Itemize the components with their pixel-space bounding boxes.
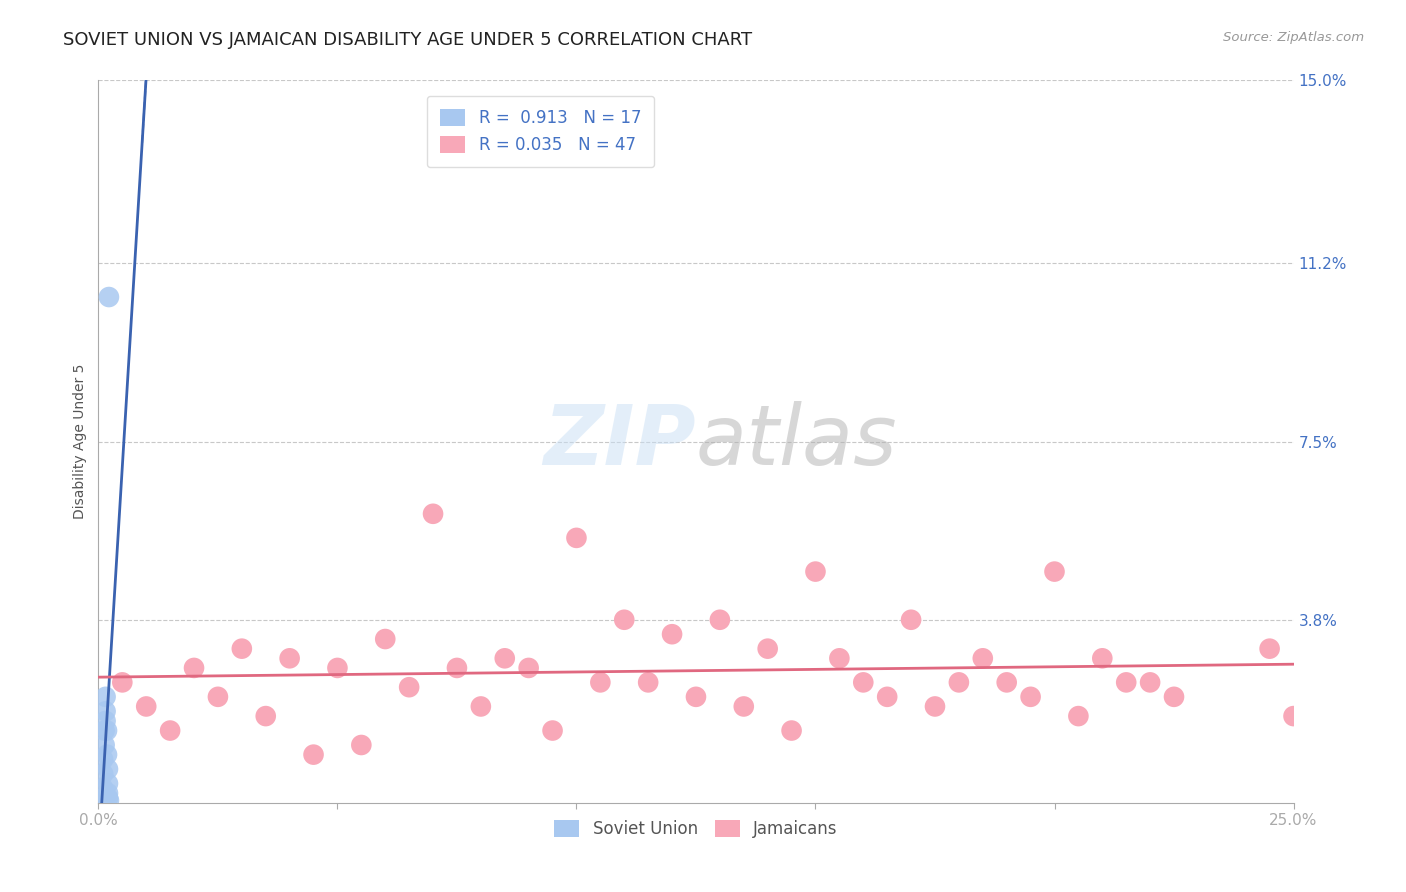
Point <box>709 613 731 627</box>
Point <box>97 776 120 790</box>
Point <box>91 781 114 796</box>
Point <box>91 767 114 781</box>
Point <box>1043 565 1066 579</box>
Point <box>876 690 898 704</box>
Point <box>91 791 114 805</box>
Point <box>470 699 492 714</box>
Point <box>972 651 994 665</box>
Text: Source: ZipAtlas.com: Source: ZipAtlas.com <box>1223 31 1364 45</box>
Point <box>135 699 157 714</box>
Point <box>924 699 946 714</box>
Point <box>948 675 970 690</box>
Point <box>96 747 118 762</box>
Point <box>1019 690 1042 704</box>
Point <box>94 704 117 718</box>
Legend: Soviet Union, Jamaicans: Soviet Union, Jamaicans <box>548 814 844 845</box>
Point <box>91 752 114 766</box>
Point <box>804 565 827 579</box>
Point <box>1139 675 1161 690</box>
Text: atlas: atlas <box>696 401 897 482</box>
Point <box>900 613 922 627</box>
Point <box>422 507 444 521</box>
Point <box>398 680 420 694</box>
Point <box>1067 709 1090 723</box>
Point <box>733 699 755 714</box>
Point <box>93 723 115 738</box>
Point <box>97 786 120 800</box>
Point <box>995 675 1018 690</box>
Point <box>254 709 277 723</box>
Point <box>828 651 851 665</box>
Point <box>350 738 373 752</box>
Point <box>494 651 516 665</box>
Point <box>1258 641 1281 656</box>
Point <box>97 793 120 807</box>
Point <box>541 723 564 738</box>
Point <box>94 690 117 704</box>
Point <box>852 675 875 690</box>
Point <box>207 690 229 704</box>
Point <box>302 747 325 762</box>
Point <box>565 531 588 545</box>
Point <box>97 290 120 304</box>
Point <box>637 675 659 690</box>
Text: ZIP: ZIP <box>543 401 696 482</box>
Point <box>94 714 117 728</box>
Point <box>231 641 253 656</box>
Point <box>589 675 612 690</box>
Point <box>517 661 540 675</box>
Point <box>1091 651 1114 665</box>
Point <box>756 641 779 656</box>
Point <box>685 690 707 704</box>
Point <box>159 723 181 738</box>
Point <box>97 791 120 805</box>
Point <box>278 651 301 665</box>
Point <box>374 632 396 646</box>
Point <box>1282 709 1305 723</box>
Point <box>780 723 803 738</box>
Point <box>1115 675 1137 690</box>
Point <box>93 738 115 752</box>
Point <box>446 661 468 675</box>
Text: SOVIET UNION VS JAMAICAN DISABILITY AGE UNDER 5 CORRELATION CHART: SOVIET UNION VS JAMAICAN DISABILITY AGE … <box>63 31 752 49</box>
Point <box>613 613 636 627</box>
Point <box>326 661 349 675</box>
Point <box>111 675 134 690</box>
Point <box>1163 690 1185 704</box>
Point <box>183 661 205 675</box>
Point <box>96 723 118 738</box>
Y-axis label: Disability Age Under 5: Disability Age Under 5 <box>73 364 87 519</box>
Point <box>97 762 120 776</box>
Point <box>661 627 683 641</box>
